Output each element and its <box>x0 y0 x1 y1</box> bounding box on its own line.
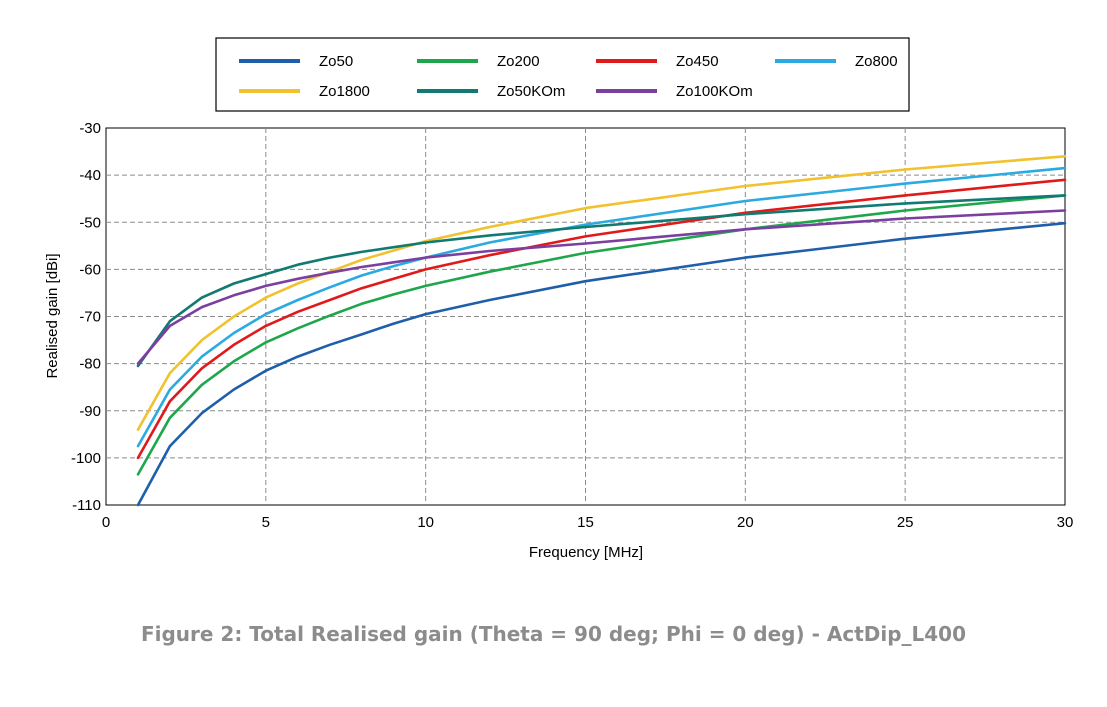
legend-box <box>215 37 910 112</box>
x-tick-label: 15 <box>577 514 594 531</box>
legend-label: Zo50 <box>319 53 353 70</box>
x-axis-label: Frequency [MHz] <box>529 544 643 561</box>
y-tick-label: -100 <box>71 450 101 467</box>
legend-label: Zo450 <box>676 53 719 70</box>
x-tick-label: 20 <box>737 514 754 531</box>
plot-area: 0 5 10 15 20 25 30 -30 -40 -50 -60 -70 -80 -90 -100 -11… <box>71 120 1073 531</box>
y-tick-label: -80 <box>79 356 101 373</box>
legend-label: Zo50KOm <box>497 83 565 100</box>
x-tick-label: 25 <box>897 514 914 531</box>
x-tick-label: 30 <box>1057 514 1074 531</box>
x-tick-label: 10 <box>417 514 434 531</box>
y-tick-label: -90 <box>79 403 101 420</box>
y-tick-label: -50 <box>79 214 101 231</box>
figure-caption: Figure 2: Total Realised gain (Theta = 9… <box>140 622 967 646</box>
y-tick-label: -60 <box>79 261 101 278</box>
series-line-zo450 <box>136 178 1067 460</box>
line-chart: Zo50 Zo200 Zo450 Zo800 Zo1800 Zo50KOm Zo100KOm… <box>44 37 1073 561</box>
y-tick-label: -30 <box>79 120 101 137</box>
series-line-zo200 <box>136 194 1067 476</box>
y-tick-label: -110 <box>72 497 101 514</box>
y-tick-label: -70 <box>79 309 101 326</box>
legend: Zo50 Zo200 Zo450 Zo800 Zo1800 Zo50KOm Zo100KOm <box>215 37 910 112</box>
legend-label: Zo1800 <box>319 83 370 100</box>
series-line-zo50kom <box>136 194 1067 368</box>
series-line-zo50 <box>136 221 1067 507</box>
legend-label: Zo100KOm <box>676 83 753 100</box>
y-tick-label: -40 <box>79 167 101 184</box>
x-tick-label: 5 <box>262 514 270 531</box>
series-line-zo100kom <box>136 209 1067 365</box>
legend-label: Zo800 <box>855 53 898 70</box>
y-axis-label: Realised gain [dBi] <box>44 253 61 378</box>
series-line-zo800 <box>136 166 1067 448</box>
x-tick-label: 0 <box>102 514 110 531</box>
legend-label: Zo200 <box>497 53 540 70</box>
series-line-zo1800 <box>136 155 1067 431</box>
